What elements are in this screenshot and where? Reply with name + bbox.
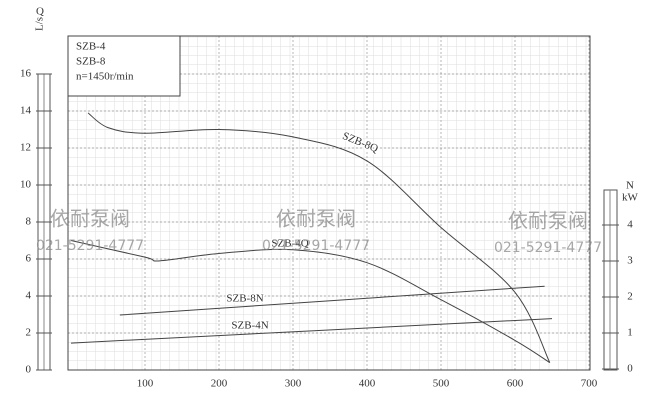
x-tick-label: 300 bbox=[285, 378, 302, 390]
x-tick-label: 200 bbox=[211, 378, 228, 390]
x-tick-label: 600 bbox=[507, 378, 524, 390]
legend-line: n=1450r/min bbox=[76, 71, 134, 83]
watermark-phone: 021-5291-4777 bbox=[262, 238, 370, 254]
y-tick-label: 8 bbox=[26, 216, 32, 228]
y-tick-label: 10 bbox=[20, 179, 32, 191]
curve bbox=[119, 285, 545, 316]
legend-box bbox=[67, 35, 181, 97]
legend-line: SZB-8 bbox=[76, 56, 106, 68]
y-tick-label: 2 bbox=[26, 327, 32, 339]
x-tick-label: 700 bbox=[581, 378, 598, 390]
y2-tick-label: 0 bbox=[627, 363, 633, 375]
y-tick-label: 12 bbox=[20, 142, 31, 154]
plot-frame bbox=[67, 35, 591, 371]
y-tick-label: 6 bbox=[26, 253, 32, 265]
y2-tick-label: 3 bbox=[627, 255, 633, 267]
y-tick-label: 14 bbox=[20, 105, 32, 117]
legend-line: SZB-4 bbox=[76, 41, 106, 53]
curve-label: SZB-4N bbox=[231, 320, 268, 332]
y-axis-label: Q bbox=[36, 6, 44, 18]
x-tick-label: 100 bbox=[137, 378, 154, 390]
curve-label: SZB-8Q bbox=[341, 130, 380, 155]
x-tick-label: 400 bbox=[359, 378, 376, 390]
watermark: 依耐泵阀 bbox=[508, 209, 588, 233]
watermark: 依耐泵阀 bbox=[50, 207, 130, 231]
curve bbox=[87, 112, 551, 363]
watermark: 依耐泵阀 bbox=[276, 207, 356, 231]
y2-tick-label: 4 bbox=[627, 219, 633, 231]
y-tick-label: 0 bbox=[26, 364, 32, 376]
y2-tick-label: 2 bbox=[627, 291, 633, 303]
y2-axis-label: N bbox=[626, 180, 634, 192]
y2-tick-label: 1 bbox=[627, 327, 633, 339]
y-axis-unit: L/s bbox=[34, 17, 46, 31]
x-tick-label: 500 bbox=[433, 378, 450, 390]
curve-label: SZB-4Q bbox=[271, 238, 308, 250]
watermark-phone: 021-5291-4777 bbox=[36, 238, 144, 254]
y-tick-label: 4 bbox=[26, 290, 32, 302]
curve-label: SZB-8N bbox=[226, 293, 263, 305]
curve bbox=[70, 240, 551, 364]
watermark-phone: 021-5291-4777 bbox=[494, 240, 602, 256]
y2-axis-unit: kW bbox=[622, 192, 639, 204]
curve bbox=[70, 318, 553, 344]
y-tick-label: 16 bbox=[20, 68, 32, 80]
